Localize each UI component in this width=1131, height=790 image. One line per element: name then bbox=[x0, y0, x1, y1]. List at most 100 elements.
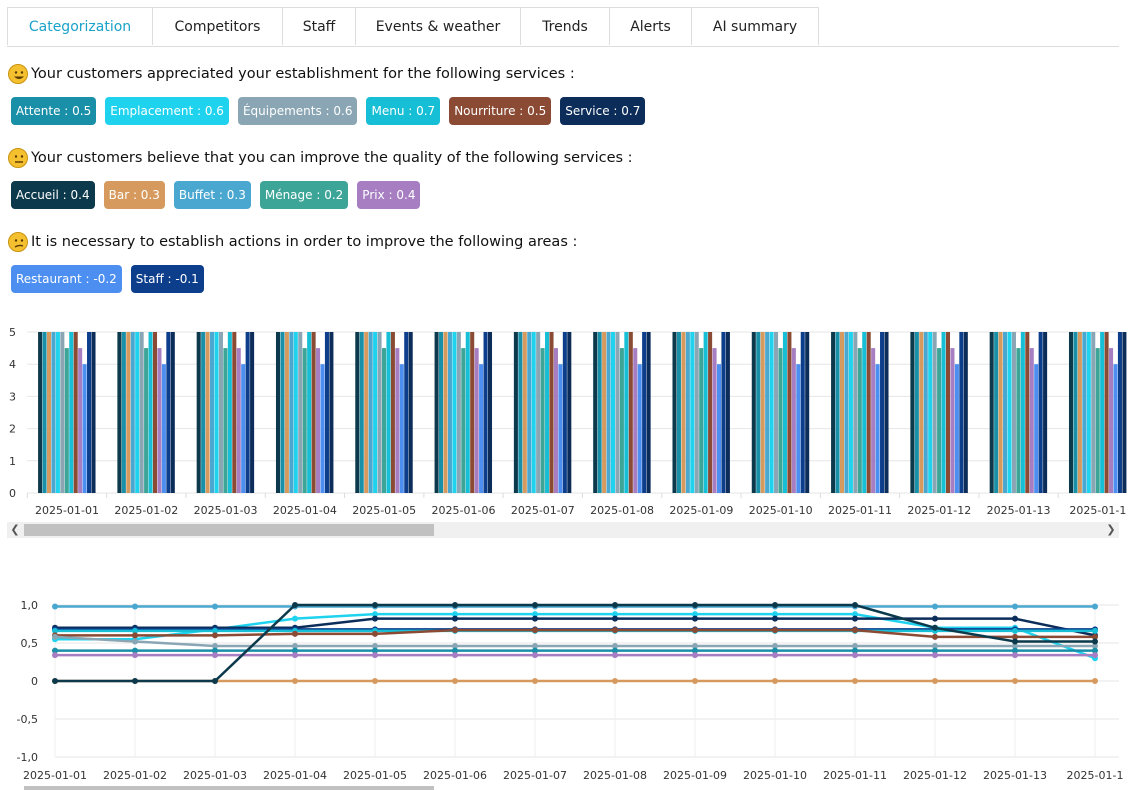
scroll-left-arrow-icon[interactable]: ❮ bbox=[10, 523, 20, 536]
bar bbox=[923, 332, 928, 493]
bar bbox=[434, 332, 439, 493]
line-point bbox=[372, 615, 378, 622]
line-point bbox=[612, 652, 618, 659]
line-point bbox=[292, 678, 298, 684]
bar bbox=[148, 332, 153, 493]
bar bbox=[994, 332, 999, 493]
line-chart-scroll-thumb[interactable] bbox=[24, 786, 434, 790]
bar bbox=[386, 332, 391, 493]
tab-competitors[interactable]: Competitors bbox=[152, 7, 283, 45]
bar bbox=[479, 364, 484, 493]
line-point bbox=[692, 643, 698, 650]
bar bbox=[712, 348, 717, 493]
line-y-tick-label: 0 bbox=[31, 675, 38, 688]
bar bbox=[465, 332, 470, 493]
tab-staff[interactable]: Staff bbox=[282, 7, 356, 45]
bar bbox=[690, 332, 695, 493]
bar bbox=[676, 332, 681, 493]
line-series bbox=[55, 603, 1095, 683]
line-point bbox=[292, 630, 298, 637]
line-point bbox=[372, 602, 378, 608]
bar bbox=[637, 364, 642, 493]
bar bbox=[1007, 332, 1012, 493]
bar bbox=[324, 332, 329, 493]
line-point bbox=[452, 602, 458, 608]
line-point bbox=[1092, 603, 1098, 610]
bar bbox=[1117, 332, 1122, 493]
bar bbox=[646, 332, 651, 493]
bar bbox=[355, 332, 360, 493]
line-series bbox=[54, 635, 1095, 648]
bar bbox=[848, 332, 853, 493]
line-point bbox=[452, 647, 458, 654]
bar bbox=[126, 332, 131, 493]
bar bbox=[399, 364, 404, 493]
line-y-tick-label: -0,5 bbox=[17, 713, 38, 726]
bar-y-tick-label: 5 bbox=[9, 326, 16, 339]
line-point bbox=[852, 611, 858, 618]
bar bbox=[223, 348, 228, 493]
bar bbox=[602, 332, 607, 493]
bar bbox=[699, 348, 704, 493]
line-point bbox=[532, 627, 538, 634]
actions-title-text: It is necessary to establish actions in … bbox=[31, 234, 578, 250]
bar bbox=[615, 332, 620, 493]
bar bbox=[567, 332, 572, 493]
tag-service: Service : 0.7 bbox=[560, 97, 646, 125]
bar bbox=[760, 332, 765, 493]
bar-x-tick-label: 2025-01-09 bbox=[669, 504, 733, 517]
line-point bbox=[532, 615, 538, 622]
line-point bbox=[132, 632, 138, 639]
line-point bbox=[772, 627, 778, 634]
line-point bbox=[52, 627, 58, 634]
line-point bbox=[1092, 647, 1098, 654]
bar bbox=[1091, 332, 1096, 493]
bar bbox=[320, 364, 325, 493]
bar-chart-scrollbar[interactable]: ❮ ❯ bbox=[7, 522, 1119, 538]
bar bbox=[1011, 332, 1016, 493]
bar bbox=[170, 332, 175, 493]
bar bbox=[280, 332, 285, 493]
bar bbox=[1038, 332, 1043, 493]
bar bbox=[880, 332, 885, 493]
line-point bbox=[772, 647, 778, 654]
line-point bbox=[772, 652, 778, 659]
line-point bbox=[452, 643, 458, 650]
bar bbox=[681, 332, 686, 493]
line-point bbox=[212, 647, 218, 654]
line-point bbox=[1092, 633, 1098, 640]
bar bbox=[139, 332, 144, 493]
tab-alerts[interactable]: Alerts bbox=[609, 7, 692, 45]
tab-trends[interactable]: Trends bbox=[520, 7, 610, 45]
line-point bbox=[1012, 678, 1018, 684]
bar-x-tick-label: 2025-01-07 bbox=[511, 504, 575, 517]
line-point bbox=[292, 643, 298, 650]
line-point bbox=[452, 678, 458, 684]
bar bbox=[87, 332, 92, 493]
bar bbox=[359, 332, 364, 493]
appreciated-title: Your customers appreciated your establis… bbox=[8, 64, 575, 84]
tab-categorization[interactable]: Categorization bbox=[7, 7, 153, 45]
bar bbox=[941, 332, 946, 493]
bar bbox=[716, 364, 722, 493]
bar bbox=[232, 332, 237, 493]
tab-events-weather[interactable]: Events & weather bbox=[355, 7, 521, 45]
bar bbox=[289, 332, 294, 493]
bar-x-tick-label: 2025-01-1 bbox=[1069, 504, 1126, 517]
tab-ai-summary[interactable]: AI summary bbox=[691, 7, 819, 45]
improve-title: Your customers believe that you can impr… bbox=[8, 148, 633, 168]
scroll-right-arrow-icon[interactable]: ❯ bbox=[1106, 523, 1116, 536]
line-point bbox=[132, 647, 138, 654]
bar bbox=[1109, 348, 1114, 493]
bar-chart: 0 1 2 3 4 5 2025-01-01 2025-01-02 2025-01-03 2025… bbox=[9, 326, 1127, 517]
line-point bbox=[1092, 643, 1098, 650]
scroll-thumb[interactable] bbox=[24, 524, 434, 536]
line-series bbox=[55, 628, 1095, 639]
line-point bbox=[452, 627, 458, 634]
line-point bbox=[852, 678, 858, 684]
improve-title-text: Your customers believe that you can impr… bbox=[31, 150, 633, 166]
appreciated-title-text: Your customers appreciated your establis… bbox=[31, 66, 575, 82]
line-point bbox=[132, 627, 138, 634]
bar bbox=[513, 332, 518, 493]
line-series bbox=[55, 617, 1096, 637]
